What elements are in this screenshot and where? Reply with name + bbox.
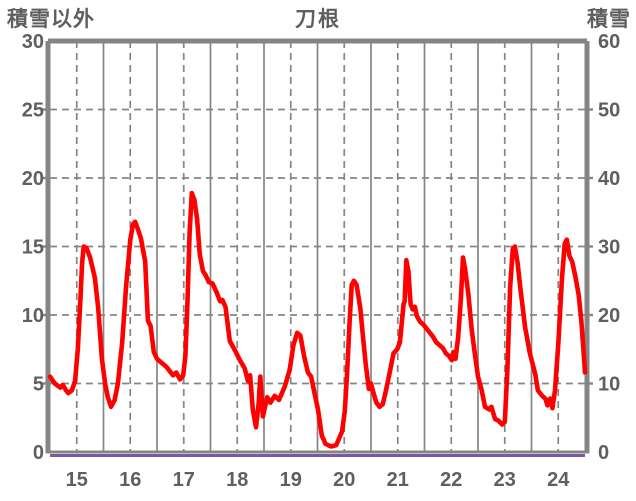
left-axis-title: 積雪以外 [7,8,95,31]
x-axis-tick-label: 21 [387,469,409,491]
left-axis-tick-label: 5 [33,374,44,396]
right-axis-tick-label: 10 [598,374,620,396]
left-axis-tick-label: 0 [33,442,44,464]
x-axis-tick-label: 17 [173,469,195,491]
right-axis-tick-label: 60 [598,31,620,53]
right-axis-tick-label: 40 [598,168,620,190]
right-axis-tick-label: 30 [598,237,620,259]
x-axis-tick-label: 19 [280,469,302,491]
left-axis-tick-label: 10 [22,305,44,327]
x-axis-tick-label: 20 [333,469,355,491]
left-axis-tick-label: 20 [22,168,44,190]
x-axis-tick-label: 22 [440,469,462,491]
right-axis-title: 積雪 [587,8,631,31]
left-axis-tick-label: 25 [22,100,44,122]
x-axis-tick-label: 15 [66,469,88,491]
x-axis-tick-label: 24 [547,469,570,491]
main-series-line [47,190,588,449]
left-axis-tick-label: 15 [22,237,44,259]
right-axis-tick-label: 0 [598,442,609,464]
right-axis-tick-label: 20 [598,305,620,327]
chart-title: 刀根 [295,8,341,31]
x-axis-tick-label: 23 [494,469,516,491]
x-axis-tick-label: 18 [226,469,248,491]
x-axis-tick-label: 16 [119,469,141,491]
right-axis-tick-label: 50 [598,100,620,122]
left-axis-tick-label: 30 [22,31,44,53]
